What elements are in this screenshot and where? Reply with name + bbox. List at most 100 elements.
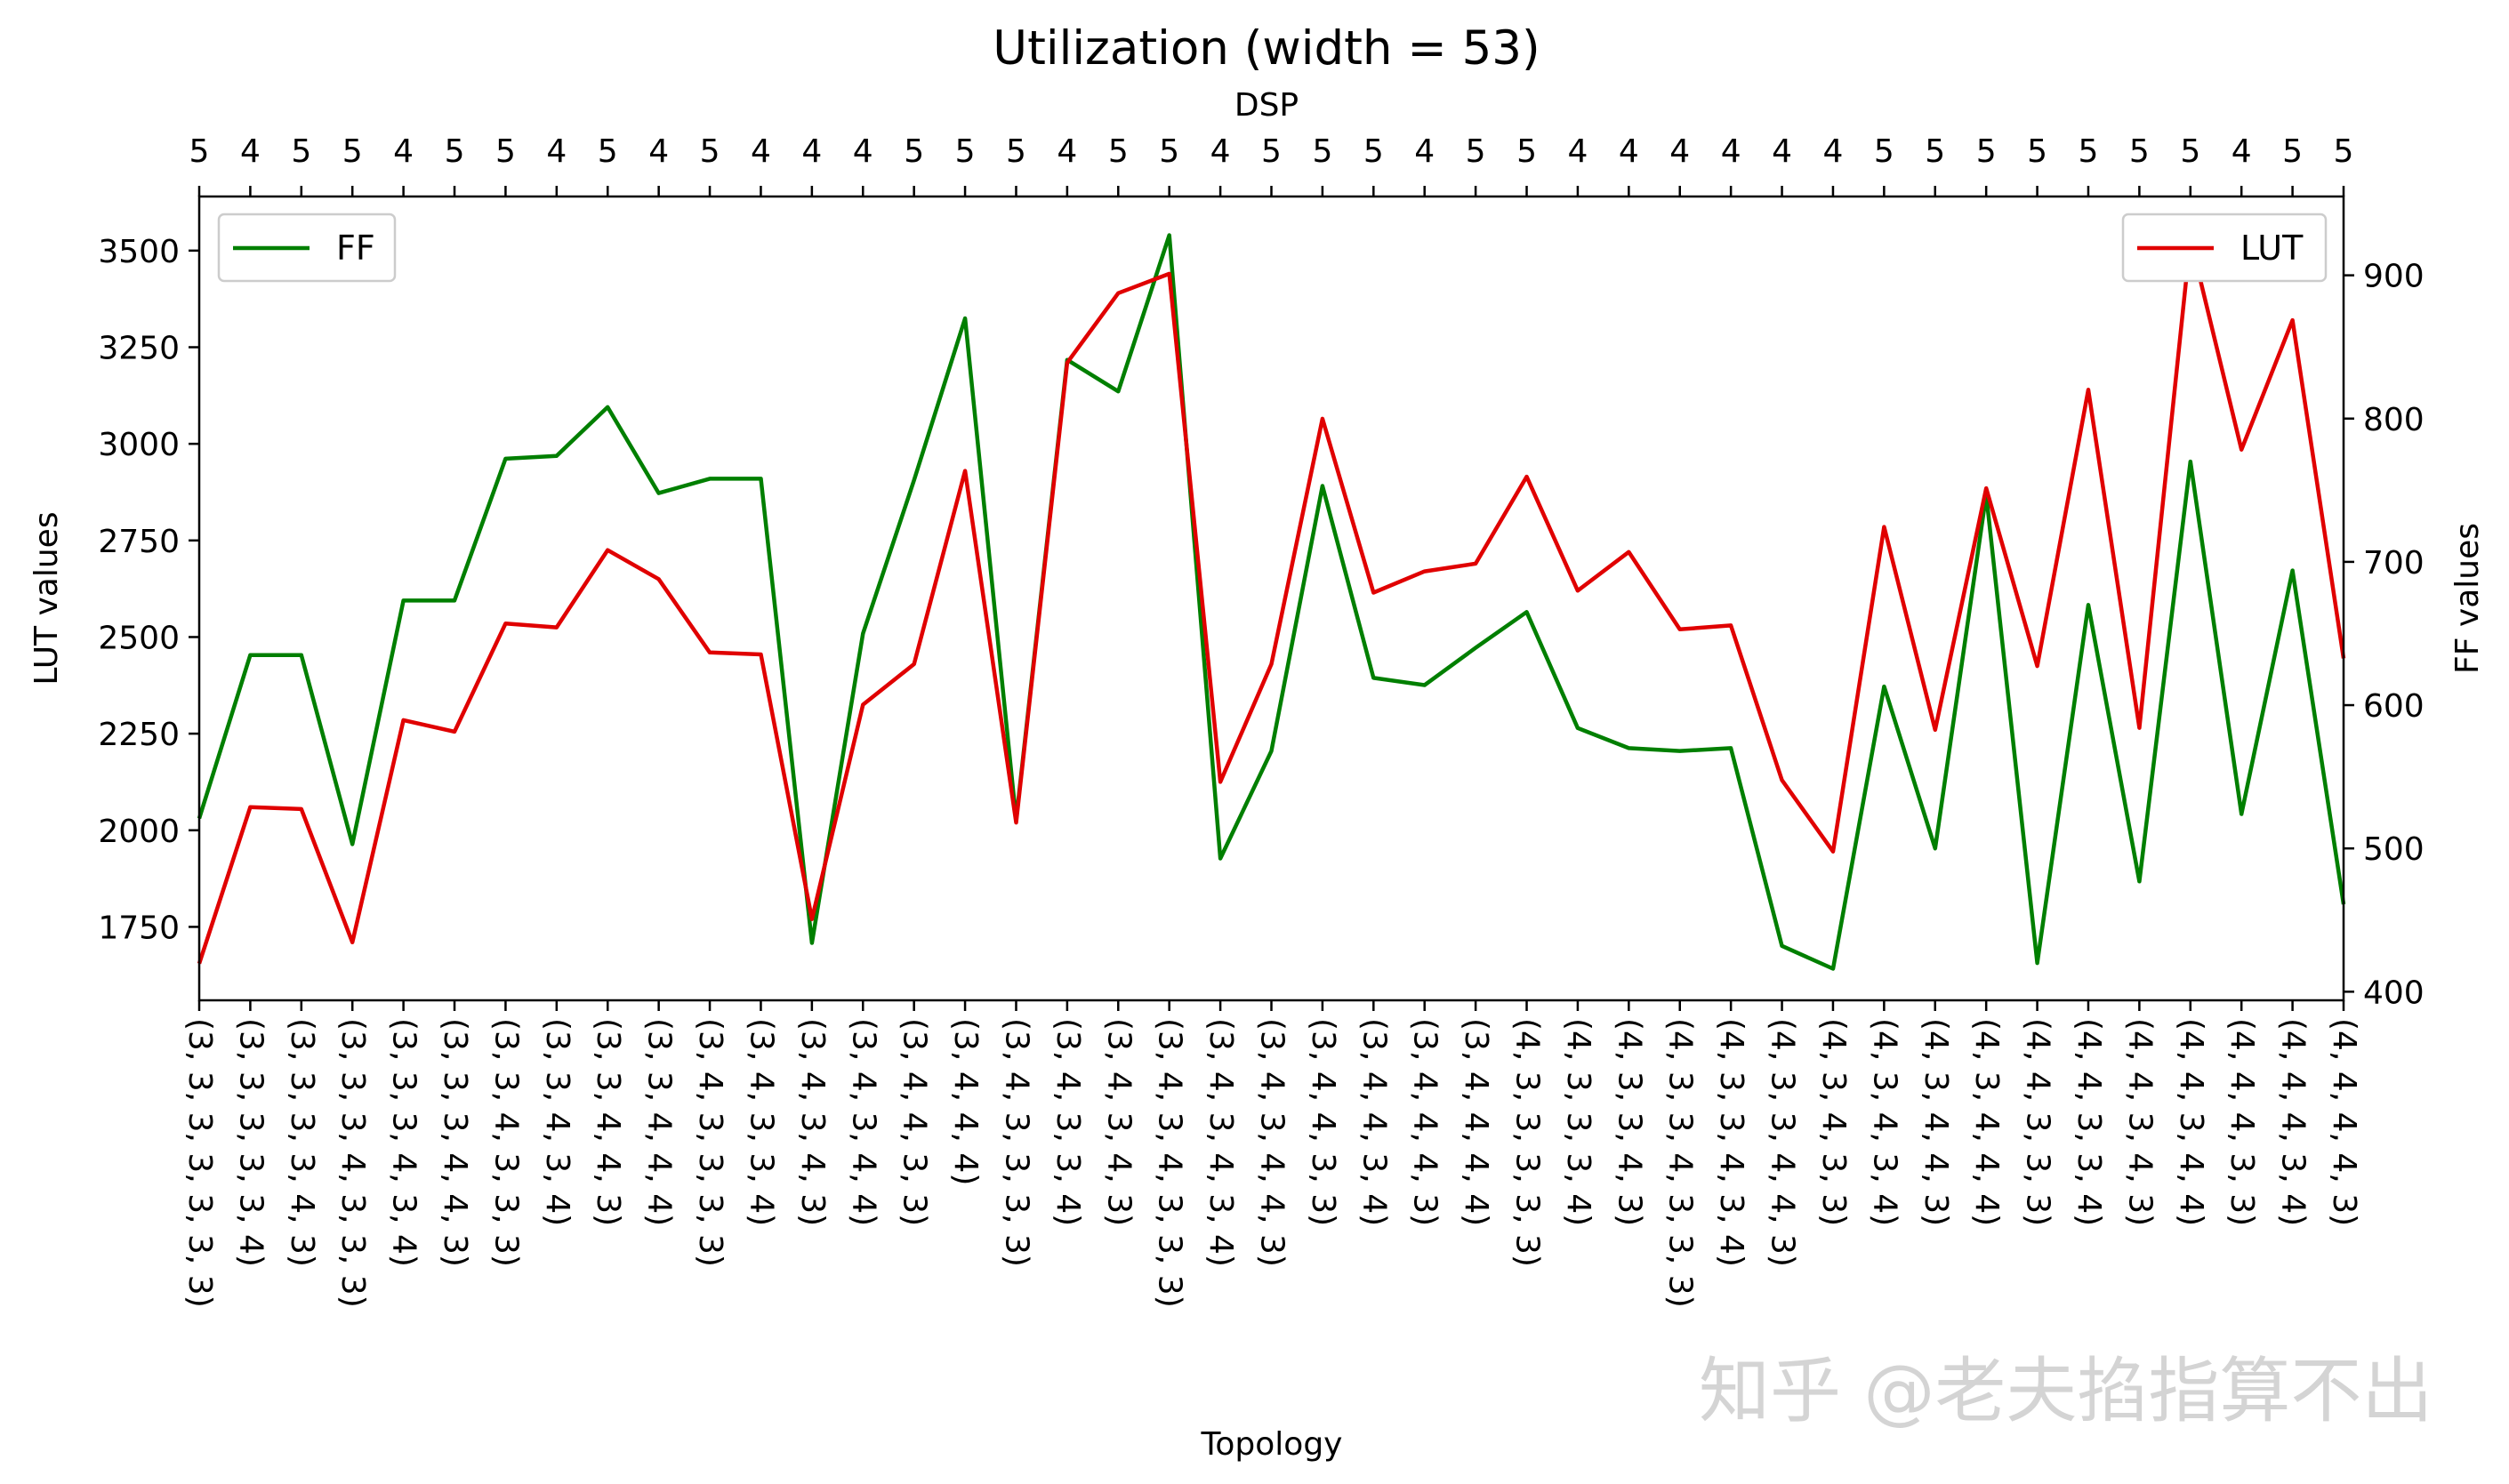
topology-tick-label: (3, 4, 3, 4, 3) xyxy=(1100,1018,1137,1226)
lut-series-line xyxy=(197,237,2346,965)
ff-tick-label: 700 xyxy=(2363,545,2425,582)
dsp-tick-label: 5 xyxy=(2334,133,2354,170)
dsp-tick-label: 5 xyxy=(2282,133,2303,170)
dsp-tick-label: 4 xyxy=(546,133,567,170)
topology-tick-label: (3, 4, 4, 4, 3) xyxy=(1407,1018,1443,1226)
dsp-tick-label: 5 xyxy=(955,133,976,170)
left-axis-label: LUT values xyxy=(28,511,65,685)
dsp-tick-label: 5 xyxy=(2079,133,2099,170)
plot-frame xyxy=(197,195,2345,1002)
topology-tick-label: (4, 3, 4, 4, 3) xyxy=(1918,1018,1954,1226)
lut-tick-label: 2500 xyxy=(98,620,180,656)
dsp-tick-label: 5 xyxy=(1466,133,1486,170)
topology-tick-label: (3, 3, 3, 3, 3, 4) xyxy=(232,1018,269,1267)
dsp-tick-label: 5 xyxy=(1925,133,1945,170)
dsp-tick-label: 5 xyxy=(1312,133,1332,170)
topology-tick-label: (3, 4, 4, 3, 3) xyxy=(1305,1018,1341,1226)
dsp-tick-label: 5 xyxy=(2027,133,2047,170)
topology-tick-label: (3, 4, 3, 3, 4) xyxy=(1049,1018,1086,1226)
topology-tick-label: (4, 4, 3, 4, 3) xyxy=(2121,1018,2158,1226)
topology-tick-label: (3, 3, 4, 4, 3) xyxy=(590,1018,626,1226)
topology-tick-label: (3, 3, 3, 4, 3, 4) xyxy=(386,1018,422,1267)
dsp-tick-label: 4 xyxy=(801,133,822,170)
topology-tick-label: (4, 3, 3, 4, 3) xyxy=(1611,1018,1647,1226)
dsp-tick-label: 5 xyxy=(598,133,618,170)
topology-tick-label: (4, 3, 4, 3, 3) xyxy=(1815,1018,1852,1226)
dsp-tick-label: 5 xyxy=(1874,133,1894,170)
right-axis-label: FF values xyxy=(2449,523,2486,674)
lut-tick-label: 3250 xyxy=(98,331,180,367)
dsp-tick-label: 4 xyxy=(1669,133,1690,170)
ff-tick-label: 500 xyxy=(2363,831,2425,868)
topology-tick-label: (3, 4, 3, 4, 4, 3) xyxy=(1254,1018,1291,1267)
ff-tick-label: 400 xyxy=(2363,975,2425,1011)
dsp-tick-label: 4 xyxy=(1057,133,1077,170)
topology-tick-label: (4, 3, 3, 4, 3, 3, 3) xyxy=(1662,1018,1699,1308)
topology-tick-label: (3, 3, 3, 4, 4, 3) xyxy=(437,1018,473,1267)
topology-tick-label: (3, 4, 3, 3, 3, 3) xyxy=(998,1018,1034,1267)
topology-tick-label: (3, 3, 4, 4, 4) xyxy=(641,1018,678,1226)
topology-tick-label: (4, 3, 4, 3, 4) xyxy=(1866,1018,1902,1226)
dsp-tick-label: 4 xyxy=(751,133,771,170)
topology-tick-label: (3, 4, 3, 4, 3, 4) xyxy=(1202,1018,1239,1267)
dsp-tick-label: 5 xyxy=(1261,133,1282,170)
dsp-tick-label: 5 xyxy=(1976,133,1997,170)
watermark: 知乎 @老夫掐指算不出 xyxy=(1699,1350,2433,1432)
dsp-tick-label: 5 xyxy=(1108,133,1129,170)
topology-tick-label: (3, 3, 4, 3, 4) xyxy=(539,1018,575,1226)
dsp-tick-label: 5 xyxy=(495,133,516,170)
dsp-tick-label: 4 xyxy=(648,133,669,170)
dsp-tick-label: 5 xyxy=(189,133,210,170)
ff-tick-label: 600 xyxy=(2363,688,2425,725)
lut-tick-label: 2750 xyxy=(98,524,180,560)
dsp-tick-label: 5 xyxy=(1363,133,1384,170)
legend-lut-box xyxy=(2121,213,2328,283)
topology-tick-label: (4, 4, 4, 4, 3) xyxy=(2326,1018,2362,1226)
lut-tick-label: 2000 xyxy=(98,814,180,850)
dsp-tick-label: 5 xyxy=(700,133,720,170)
topology-tick-label: (3, 4, 3, 4, 3) xyxy=(794,1018,831,1226)
topology-tick-label: (3, 4, 4, 4, 4) xyxy=(1458,1018,1494,1226)
dsp-tick-label: 4 xyxy=(1822,133,1843,170)
topology-tick-label: (4, 4, 3, 3, 4) xyxy=(2071,1018,2107,1226)
dsp-tick-label: 4 xyxy=(1414,133,1435,170)
right-axis-ticks: 400 500 600 700 800 900 xyxy=(2344,259,2425,1011)
topology-tick-label: (4, 3, 3, 4, 3, 4) xyxy=(1713,1018,1749,1267)
topology-tick-label: (4, 3, 4, 4, 4) xyxy=(1968,1018,2005,1226)
topology-tick-label: (3, 4, 4, 3, 3) xyxy=(897,1018,933,1226)
topology-tick-label: (3, 4, 4, 3, 4) xyxy=(1355,1018,1392,1226)
dsp-tick-label: 5 xyxy=(1159,133,1179,170)
dsp-tick-label: 5 xyxy=(342,133,363,170)
ff-tick-label: 800 xyxy=(2363,402,2425,438)
dsp-tick-label: 5 xyxy=(445,133,465,170)
dsp-tick-label: 4 xyxy=(393,133,414,170)
dsp-tick-label: 4 xyxy=(240,133,261,170)
dsp-tick-label: 5 xyxy=(2180,133,2200,170)
topology-tick-label: (3, 4, 4, 4) xyxy=(947,1018,984,1185)
dsp-tick-label: 5 xyxy=(904,133,924,170)
topology-tick-label: (4, 4, 4, 3, 3) xyxy=(2224,1018,2260,1226)
topology-tick-label: (3, 4, 3, 4, 3, 3, 3) xyxy=(1152,1018,1188,1308)
dsp-tick-label: 5 xyxy=(1516,133,1537,170)
ff-series-line xyxy=(197,233,2346,971)
dsp-tick-label: 4 xyxy=(1772,133,1792,170)
top-axis-label: DSP xyxy=(1234,87,1299,124)
legend-ff: FF xyxy=(217,213,397,283)
dsp-tick-label: 4 xyxy=(1721,133,1741,170)
legend-ff-label: FF xyxy=(336,229,375,268)
dsp-tick-label: 4 xyxy=(1210,133,1231,170)
topology-tick-label: (3, 3, 3, 4, 3, 3, 3) xyxy=(334,1018,371,1308)
chart-title: Utilization (width = 53) xyxy=(993,21,1540,76)
dsp-tick-label: 4 xyxy=(2232,133,2252,170)
topology-tick-label: (3, 4, 3, 4, 4) xyxy=(845,1018,881,1226)
lut-tick-label: 2250 xyxy=(98,717,180,753)
legend-lut: LUT xyxy=(2121,213,2328,283)
topology-tick-label: (4, 4, 4, 3, 4) xyxy=(2275,1018,2312,1226)
topology-tick-label: (3, 3, 3, 3, 4, 3) xyxy=(284,1018,320,1267)
dsp-tick-label: 4 xyxy=(1619,133,1639,170)
bottom-axis-ticks: (3, 3, 3, 3, 3, 3, 3) (3, 3, 3, 3, 3, 4) (… xyxy=(181,1000,2362,1308)
left-axis-ticks: 1750 2000 2250 2500 2750 3000 3250 3500 xyxy=(98,234,199,946)
dsp-tick-label: 5 xyxy=(1006,133,1026,170)
